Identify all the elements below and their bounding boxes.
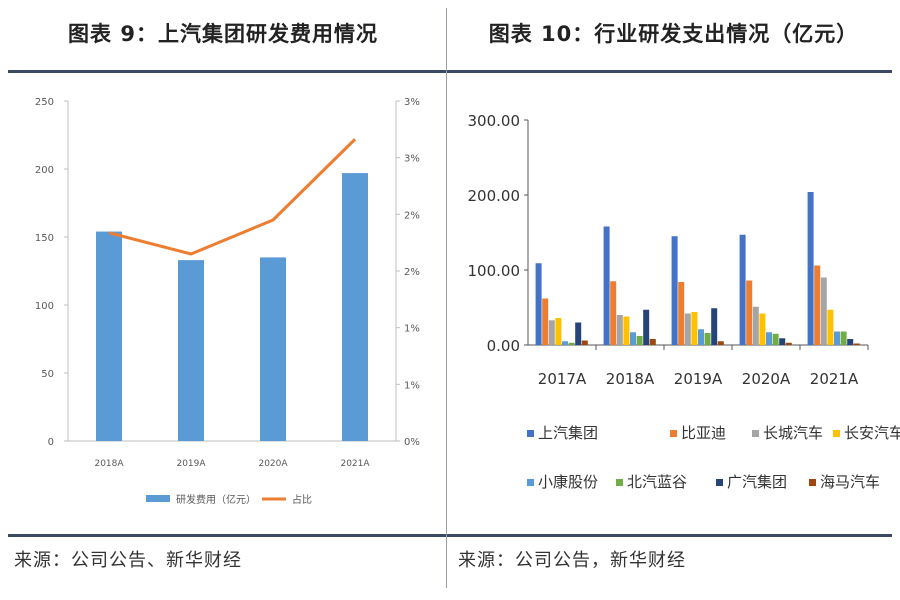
legend-swatch-比亚迪 bbox=[670, 430, 677, 437]
bar-上汽集团 bbox=[603, 226, 610, 345]
bar-广汽集团 bbox=[643, 309, 650, 345]
right-y-tick-label: 3% bbox=[404, 154, 420, 165]
bar-比亚迪 bbox=[610, 281, 617, 345]
bottom-rule bbox=[8, 534, 892, 537]
bar-比亚迪 bbox=[814, 265, 821, 345]
left-x-tick-label: 2019A bbox=[176, 459, 206, 469]
bar-小康股份 bbox=[562, 341, 568, 345]
right-chart-x-tick-label: 2018A bbox=[606, 370, 655, 388]
right-y-tick-label: 0% bbox=[404, 437, 420, 448]
bar-rd-expense bbox=[178, 260, 204, 441]
legend-swatch-bar bbox=[146, 495, 170, 502]
bar-北汽蓝谷 bbox=[772, 333, 779, 345]
legend-swatch-长安汽车 bbox=[833, 430, 840, 437]
bar-广汽集团 bbox=[847, 339, 854, 345]
panel-divider bbox=[446, 8, 447, 588]
bar-rd-expense bbox=[96, 231, 122, 441]
bar-rd-expense bbox=[342, 173, 368, 441]
left-y-tick-label: 0 bbox=[48, 437, 54, 448]
right-source-note: 来源：公司公告，新华财经 bbox=[458, 550, 686, 571]
legend-label-广汽集团: 广汽集团 bbox=[727, 473, 787, 491]
bar-广汽集团 bbox=[779, 338, 786, 345]
legend-label-bar: 研发费用（亿元） bbox=[176, 493, 256, 506]
bar-广汽集团 bbox=[711, 308, 718, 345]
top-rule bbox=[8, 70, 892, 73]
right-chart-y-tick-label: 300.00 bbox=[468, 112, 521, 130]
bar-小康股份 bbox=[630, 332, 636, 345]
left-y-tick-label: 250 bbox=[35, 97, 54, 108]
legend-swatch-上汽集团 bbox=[527, 430, 534, 437]
legend-swatch-海马汽车 bbox=[809, 479, 816, 486]
legend-swatch-广汽集团 bbox=[716, 479, 723, 486]
legend-label-北汽蓝谷: 北汽蓝谷 bbox=[627, 473, 687, 491]
bar-北汽蓝谷 bbox=[840, 331, 847, 345]
bar-长城汽车 bbox=[548, 320, 555, 345]
legend-label-长安汽车: 长安汽车 bbox=[844, 424, 900, 442]
legend-label-比亚迪: 比亚迪 bbox=[681, 424, 726, 442]
bar-北汽蓝谷 bbox=[568, 342, 575, 345]
right-chart-x-tick-label: 2017A bbox=[538, 370, 587, 388]
right-chart-y-tick-label: 0.00 bbox=[487, 337, 520, 355]
bar-北汽蓝谷 bbox=[704, 333, 711, 345]
right-y-tick-label: 2% bbox=[404, 210, 420, 221]
left-y-tick-label: 100 bbox=[35, 301, 54, 312]
bar-长城汽车 bbox=[752, 306, 759, 345]
legend-swatch-北汽蓝谷 bbox=[616, 479, 623, 486]
right-y-tick-label: 3% bbox=[404, 97, 420, 108]
bar-rd-expense bbox=[260, 257, 286, 441]
right-y-tick-label: 2% bbox=[404, 267, 420, 278]
bar-上汽集团 bbox=[807, 192, 814, 345]
bar-北汽蓝谷 bbox=[636, 336, 643, 345]
bar-长安汽车 bbox=[623, 316, 630, 345]
legend-label-上汽集团: 上汽集团 bbox=[538, 424, 598, 442]
legend-label-line: 占比 bbox=[292, 493, 312, 506]
right-chart-y-tick-label: 100.00 bbox=[468, 262, 521, 280]
bar-比亚迪 bbox=[678, 282, 685, 345]
bar-广汽集团 bbox=[575, 322, 582, 345]
right-y-tick-label: 1% bbox=[404, 380, 420, 391]
bar-比亚迪 bbox=[542, 298, 549, 345]
bar-长安汽车 bbox=[827, 309, 834, 345]
left-x-tick-label: 2020A bbox=[258, 459, 288, 469]
bar-小康股份 bbox=[698, 329, 704, 345]
right-chart-x-tick-label: 2019A bbox=[674, 370, 723, 388]
bar-小康股份 bbox=[766, 332, 772, 345]
left-chart-title: 图表 9：上汽集团研发费用情况 bbox=[68, 22, 378, 46]
legend-swatch-长城汽车 bbox=[752, 430, 759, 437]
left-source-note: 来源：公司公告、新华财经 bbox=[14, 550, 242, 571]
bar-海马汽车 bbox=[853, 343, 860, 345]
bar-长安汽车 bbox=[759, 313, 766, 345]
legend-swatch-小康股份 bbox=[527, 479, 534, 486]
bar-上汽集团 bbox=[671, 236, 678, 345]
bar-海马汽车 bbox=[581, 340, 588, 345]
right-chart-x-tick-label: 2021A bbox=[810, 370, 859, 388]
bar-上汽集团 bbox=[739, 234, 746, 345]
left-y-tick-label: 200 bbox=[35, 165, 54, 176]
bar-海马汽车 bbox=[649, 339, 656, 345]
bar-海马汽车 bbox=[785, 342, 792, 345]
legend-label-海马汽车: 海马汽车 bbox=[820, 473, 880, 491]
bar-海马汽车 bbox=[717, 341, 724, 345]
left-x-tick-label: 2021A bbox=[340, 459, 370, 469]
bar-长城汽车 bbox=[820, 277, 827, 345]
bar-上汽集团 bbox=[535, 263, 542, 345]
bar-比亚迪 bbox=[746, 280, 753, 345]
line-ratio bbox=[108, 138, 357, 256]
bar-长安汽车 bbox=[691, 312, 698, 345]
bar-长城汽车 bbox=[684, 313, 691, 345]
right-y-tick-label: 1% bbox=[404, 324, 420, 335]
left-y-tick-label: 150 bbox=[35, 233, 54, 244]
left-y-tick-label: 50 bbox=[41, 369, 54, 380]
right-chart-y-tick-label: 200.00 bbox=[468, 187, 521, 205]
legend-label-长城汽车: 长城汽车 bbox=[763, 424, 823, 442]
right-chart-title: 图表 10：行业研发支出情况（亿元） bbox=[488, 22, 859, 46]
bar-长城汽车 bbox=[616, 315, 623, 345]
right-chart-x-tick-label: 2020A bbox=[742, 370, 791, 388]
left-x-tick-label: 2018A bbox=[94, 459, 124, 469]
bar-小康股份 bbox=[834, 331, 840, 345]
legend-label-小康股份: 小康股份 bbox=[538, 473, 598, 491]
bar-长安汽车 bbox=[555, 318, 562, 345]
